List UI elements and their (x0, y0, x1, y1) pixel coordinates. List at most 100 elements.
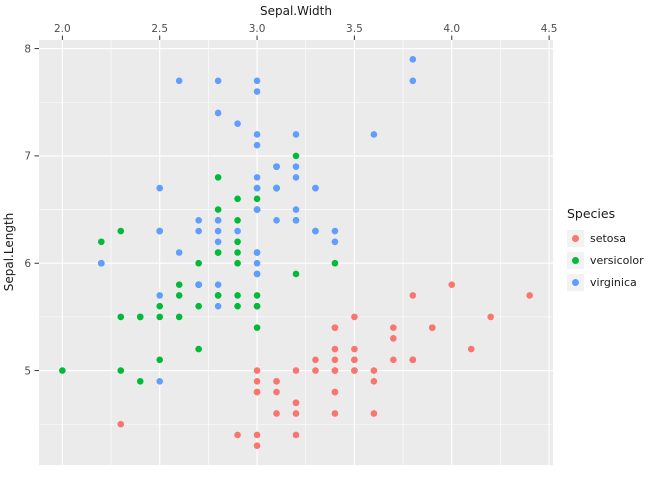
data-point-virginica (234, 120, 241, 128)
data-point-virginica (253, 270, 261, 278)
legend-dot-icon (572, 257, 579, 264)
data-point-versicolor (253, 302, 261, 310)
data-point-virginica (214, 227, 222, 235)
data-point-virginica (214, 281, 222, 288)
data-point-setosa (253, 377, 261, 385)
data-point-versicolor (117, 313, 125, 321)
data-point-virginica (253, 259, 261, 267)
data-point-virginica (175, 249, 183, 256)
legend-item-label: setosa (590, 232, 627, 245)
data-point-setosa (292, 431, 300, 439)
data-point-virginica (253, 141, 261, 149)
data-point-setosa (390, 356, 397, 364)
data-point-setosa (331, 367, 339, 374)
data-point-setosa (273, 388, 280, 396)
data-point-virginica (292, 131, 300, 138)
data-point-virginica (292, 163, 300, 170)
data-point-versicolor (234, 259, 241, 267)
data-point-virginica (156, 292, 164, 299)
data-point-versicolor (156, 302, 164, 310)
data-point-virginica (253, 206, 261, 213)
data-point-virginica (292, 174, 300, 181)
data-point-virginica (331, 238, 339, 246)
data-point-virginica (156, 377, 164, 385)
data-point-virginica (253, 88, 261, 95)
data-point-versicolor (117, 227, 125, 235)
data-point-setosa (292, 410, 300, 417)
y-tick-label: 6 (24, 258, 31, 270)
data-point-virginica (253, 131, 261, 138)
data-point-versicolor (59, 367, 66, 374)
data-point-setosa (390, 335, 397, 342)
x-tick-label: 2.5 (151, 23, 168, 35)
data-point-virginica (253, 77, 261, 85)
data-point-versicolor (195, 302, 202, 310)
data-point-versicolor (234, 292, 241, 299)
data-point-versicolor (195, 259, 202, 267)
data-point-setosa (253, 442, 261, 449)
data-point-setosa (351, 356, 358, 364)
data-point-virginica (331, 227, 339, 235)
data-point-virginica (253, 174, 261, 181)
data-point-versicolor (98, 238, 105, 246)
legend-point-key-icon (567, 252, 584, 269)
data-point-virginica (370, 131, 378, 138)
data-point-virginica (234, 227, 241, 235)
legend-dot-icon (572, 235, 579, 242)
data-point-virginica (156, 227, 164, 235)
data-point-versicolor (234, 238, 241, 246)
panel-background (39, 40, 553, 465)
data-point-setosa (351, 345, 358, 353)
data-point-setosa (331, 410, 339, 417)
data-point-versicolor (156, 356, 164, 364)
data-point-versicolor (234, 195, 241, 203)
data-point-virginica (292, 206, 300, 213)
data-point-virginica (214, 217, 222, 224)
data-point-versicolor (175, 313, 183, 321)
data-point-setosa (292, 399, 300, 407)
data-point-versicolor (331, 259, 339, 267)
y-tick-label: 8 (24, 43, 31, 55)
legend-item-setosa: setosa (567, 230, 644, 247)
data-point-versicolor (214, 174, 222, 181)
data-point-versicolor (117, 367, 125, 374)
data-point-setosa (409, 356, 417, 364)
data-point-virginica (214, 109, 222, 117)
legend: Species setosa versicolor virginica (567, 206, 644, 296)
data-point-versicolor (253, 195, 261, 203)
data-point-setosa (351, 367, 358, 374)
legend-point-key-icon (567, 274, 584, 291)
data-point-virginica (312, 184, 319, 192)
data-point-setosa (351, 313, 358, 321)
x-tick-label: 4.5 (541, 23, 558, 35)
data-point-setosa (292, 367, 300, 374)
data-point-versicolor (234, 217, 241, 224)
data-point-versicolor (214, 249, 222, 256)
data-point-virginica (273, 217, 280, 224)
legend-items: setosa versicolor virginica (567, 230, 644, 291)
y-tick-label: 7 (24, 151, 31, 163)
data-point-versicolor (175, 292, 183, 299)
data-point-virginica (253, 249, 261, 256)
data-point-setosa (331, 324, 339, 331)
data-point-virginica (409, 77, 417, 85)
data-point-setosa (370, 410, 378, 417)
data-point-setosa (273, 377, 280, 385)
data-point-virginica (214, 302, 222, 310)
data-point-setosa (273, 410, 280, 417)
legend-item-versicolor: versicolor (567, 252, 644, 269)
data-point-versicolor (175, 281, 183, 288)
data-point-setosa (117, 420, 125, 428)
data-point-virginica (195, 281, 202, 288)
data-point-setosa (390, 324, 397, 331)
x-tick-label: 2.0 (54, 23, 71, 35)
data-point-versicolor (156, 313, 164, 321)
data-point-setosa (312, 367, 319, 374)
data-point-versicolor (234, 302, 241, 310)
data-point-setosa (253, 388, 261, 396)
data-point-versicolor (214, 292, 222, 299)
data-point-virginica (273, 163, 280, 170)
y-axis-title: Sepal.Length (2, 213, 16, 292)
